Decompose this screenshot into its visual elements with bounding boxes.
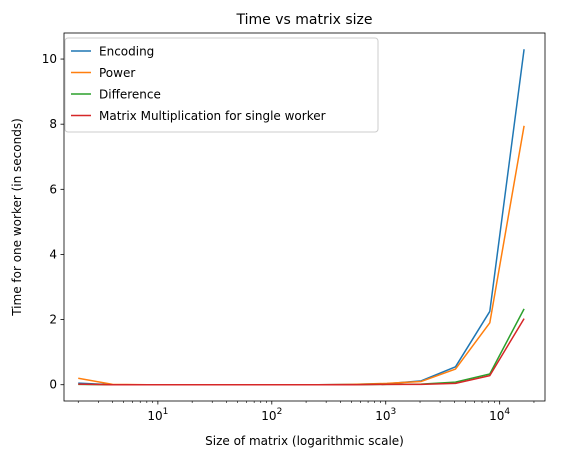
x-tick-label: 104 bbox=[489, 407, 510, 423]
x-tick-label: 103 bbox=[375, 407, 396, 423]
legend-label: Difference bbox=[99, 88, 161, 102]
y-tick-label: 6 bbox=[49, 182, 57, 196]
series-line bbox=[78, 318, 525, 386]
y-axis-label: Time for one worker (in seconds) bbox=[10, 118, 24, 317]
y-tick-label: 8 bbox=[49, 117, 57, 131]
ticks-layer: 101 102 103 104 0 2 4 6 8 10 bbox=[42, 52, 535, 423]
plot-area-frame bbox=[63, 32, 546, 402]
x-axis-label: Size of matrix (logarithmic scale) bbox=[205, 434, 404, 448]
legend-label: Power bbox=[99, 66, 135, 80]
series-layer bbox=[78, 49, 525, 386]
y-tick-label: 2 bbox=[49, 313, 57, 327]
legend-box bbox=[64, 37, 379, 133]
legend-label: Encoding bbox=[99, 45, 154, 59]
x-tick-label: 101 bbox=[147, 407, 168, 423]
legend-label: Matrix Multiplication for single worker bbox=[99, 109, 326, 123]
chart-title: Time vs matrix size bbox=[236, 12, 373, 28]
x-tick-label: 102 bbox=[261, 407, 282, 423]
y-tick-label: 4 bbox=[49, 247, 57, 261]
y-tick-label: 10 bbox=[42, 52, 57, 66]
y-tick-label: 0 bbox=[49, 378, 57, 392]
legend: Encoding Power Difference Matrix Multiplica… bbox=[64, 37, 379, 133]
